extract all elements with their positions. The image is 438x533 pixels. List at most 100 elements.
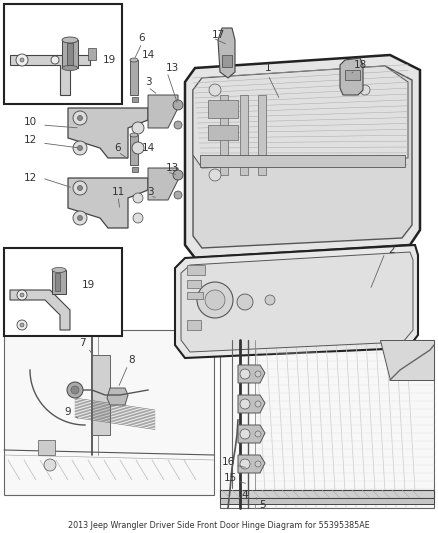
Polygon shape (68, 108, 148, 158)
Ellipse shape (52, 268, 66, 272)
Circle shape (209, 169, 221, 181)
Circle shape (173, 170, 183, 180)
Polygon shape (10, 290, 70, 330)
Text: 13: 13 (166, 163, 179, 173)
Bar (62, 40, 78, 68)
Ellipse shape (62, 66, 78, 70)
Text: 14: 14 (141, 50, 155, 60)
Circle shape (133, 193, 143, 203)
Polygon shape (340, 58, 363, 95)
Polygon shape (181, 252, 413, 352)
Circle shape (240, 429, 250, 439)
Polygon shape (148, 95, 178, 128)
Circle shape (237, 294, 253, 310)
Text: 4: 4 (242, 490, 248, 500)
Text: 3: 3 (145, 77, 151, 87)
Circle shape (205, 290, 225, 310)
Circle shape (240, 459, 250, 469)
Circle shape (44, 459, 56, 471)
Polygon shape (238, 395, 265, 413)
Text: 5: 5 (259, 500, 265, 510)
Text: 18: 18 (353, 60, 367, 70)
Bar (208, 100, 238, 118)
Circle shape (240, 369, 250, 379)
Circle shape (255, 461, 261, 467)
Circle shape (174, 121, 182, 129)
Polygon shape (238, 455, 265, 473)
Text: 2: 2 (389, 245, 396, 255)
Bar (4, 248, 122, 336)
Circle shape (73, 181, 87, 195)
Bar (132, 167, 138, 172)
Circle shape (17, 320, 27, 330)
Ellipse shape (62, 37, 78, 43)
Bar (187, 280, 201, 288)
Bar (222, 55, 232, 67)
Polygon shape (380, 340, 434, 380)
Text: 6: 6 (115, 143, 121, 153)
Polygon shape (175, 245, 418, 358)
Polygon shape (238, 365, 265, 383)
Text: 19: 19 (103, 55, 116, 65)
Bar (220, 95, 228, 175)
Circle shape (173, 100, 183, 110)
Polygon shape (238, 425, 265, 443)
Circle shape (255, 431, 261, 437)
Circle shape (197, 282, 233, 318)
Text: 19: 19 (82, 280, 95, 290)
Circle shape (73, 111, 87, 125)
Circle shape (17, 290, 27, 300)
Bar (200, 155, 405, 167)
Polygon shape (10, 55, 90, 95)
Text: 12: 12 (23, 135, 37, 145)
Circle shape (133, 213, 143, 223)
Circle shape (174, 191, 182, 199)
Circle shape (73, 211, 87, 225)
Circle shape (209, 84, 221, 96)
Ellipse shape (130, 133, 138, 137)
Circle shape (20, 293, 24, 297)
Circle shape (71, 386, 79, 394)
Circle shape (20, 323, 24, 327)
Bar (187, 320, 201, 330)
Text: 13: 13 (166, 63, 179, 73)
Polygon shape (68, 178, 148, 228)
Bar (132, 97, 138, 102)
Circle shape (16, 54, 28, 66)
Bar (220, 490, 434, 498)
Circle shape (67, 382, 83, 398)
Circle shape (73, 141, 87, 155)
Text: 9: 9 (65, 407, 71, 417)
Polygon shape (38, 440, 55, 455)
Text: 1: 1 (265, 63, 271, 73)
Bar (92, 355, 110, 435)
Circle shape (255, 371, 261, 377)
Ellipse shape (130, 58, 138, 62)
Polygon shape (107, 388, 128, 405)
Bar (4, 330, 214, 495)
Bar (220, 498, 434, 504)
Circle shape (51, 56, 59, 64)
Circle shape (78, 116, 82, 120)
Bar (4, 4, 122, 104)
Text: 17: 17 (212, 30, 225, 40)
Text: 11: 11 (111, 187, 125, 197)
Bar (67, 43, 73, 65)
Polygon shape (193, 66, 408, 168)
Text: 15: 15 (223, 473, 237, 483)
Text: 6: 6 (139, 33, 145, 43)
Text: 14: 14 (141, 143, 155, 153)
Bar (187, 292, 203, 299)
Polygon shape (193, 66, 412, 248)
Circle shape (240, 399, 250, 409)
Text: 8: 8 (129, 355, 135, 365)
Bar (220, 340, 434, 508)
Bar (130, 135, 138, 165)
Polygon shape (148, 168, 178, 200)
Bar (345, 70, 360, 80)
Bar (240, 95, 248, 175)
Bar (187, 265, 205, 275)
Circle shape (265, 295, 275, 305)
Bar (130, 60, 138, 95)
Bar (52, 270, 66, 294)
